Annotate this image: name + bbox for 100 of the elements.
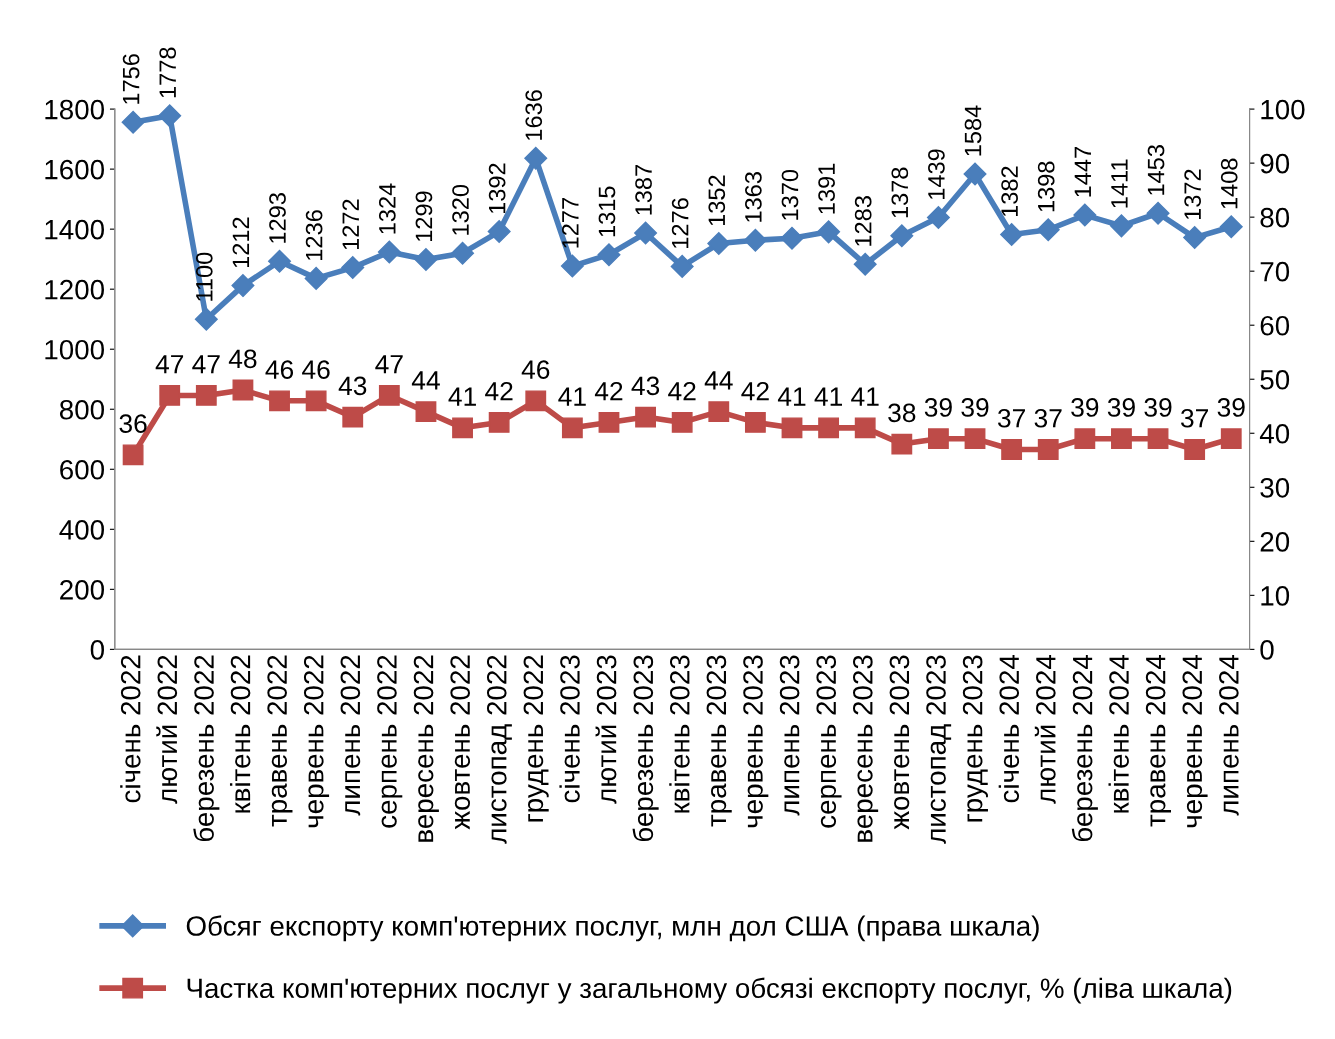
point	[305, 390, 327, 412]
data-label: 41	[558, 387, 586, 406]
point	[452, 417, 473, 439]
data-label: 1778	[159, 47, 177, 98]
y-tick-label: 1800	[45, 99, 105, 120]
y2-tick-label: 50	[1260, 369, 1290, 390]
point	[194, 307, 218, 331]
x-tick-label: жовтень 2022	[450, 655, 471, 830]
point	[1147, 428, 1169, 450]
legend-label: Обсяг експорту комп'ютерних послуг, млн дол США (права шкала)	[186, 915, 1039, 942]
data-label: 1272	[342, 199, 359, 250]
point	[928, 428, 949, 450]
point	[414, 247, 438, 271]
point	[1000, 223, 1024, 247]
point	[377, 240, 401, 264]
data-label: 1756	[122, 54, 140, 104]
data-label: 46	[265, 360, 294, 379]
data-label: 1293	[269, 193, 286, 243]
x-tick-label: травень 2022	[267, 655, 293, 827]
point	[926, 205, 950, 229]
data-label: 46	[521, 360, 550, 379]
x-tick-label: липень 2024	[1219, 655, 1239, 816]
point	[635, 406, 656, 428]
data-label: 1315	[598, 186, 616, 237]
data-label: 39	[924, 398, 952, 417]
point	[121, 110, 145, 134]
y2-tick-label: 40	[1259, 423, 1290, 444]
x-tick-label: листопад 2022	[486, 655, 512, 844]
point	[269, 390, 290, 412]
data-label: 1391	[818, 163, 835, 214]
x-tick-label: січень 2023	[559, 655, 580, 803]
point	[415, 401, 437, 423]
data-label: 1372	[1184, 169, 1201, 220]
data-label: 41	[777, 387, 806, 406]
point	[597, 243, 621, 267]
data-label: 1324	[378, 183, 396, 234]
point	[818, 417, 840, 439]
data-label: 1378	[891, 167, 909, 218]
point	[561, 417, 583, 439]
data-label: 1363	[745, 172, 762, 222]
y2-tick-label: 80	[1260, 207, 1290, 228]
y2-tick-label: 70	[1260, 261, 1290, 282]
point	[1220, 428, 1242, 450]
x-tick-label: серпень 2022	[377, 655, 403, 828]
data-label: 42	[594, 381, 623, 401]
data-label: 39	[1217, 398, 1245, 417]
x-tick-label: вересень 2023	[853, 655, 879, 842]
point	[524, 146, 548, 170]
data-label: 1236	[305, 210, 323, 260]
x-tick-label: червень 2024	[1182, 655, 1208, 828]
data-label: 46	[302, 360, 330, 379]
point	[268, 249, 292, 273]
x-tick-label: грудень 2022	[523, 655, 549, 822]
data-label: 1320	[452, 184, 469, 235]
point	[1037, 439, 1059, 460]
x-tick-label: лютий 2023	[595, 655, 617, 804]
data-label: 1439	[928, 149, 945, 199]
data-label: 1447	[1074, 147, 1091, 197]
y-tick-label: 200	[60, 580, 105, 600]
data-label: 44	[704, 371, 733, 390]
data-label: 38	[888, 403, 916, 423]
y-tick-label: 1600	[45, 159, 105, 180]
point	[1109, 214, 1133, 238]
point	[488, 412, 510, 433]
data-label: 1382	[1001, 166, 1018, 217]
point	[963, 162, 987, 186]
y-tick-label: 400	[59, 519, 105, 540]
point	[891, 433, 913, 455]
y2-tick-label: 90	[1260, 153, 1290, 174]
data-label: 41	[851, 387, 879, 406]
point	[781, 417, 803, 439]
data-label: 39	[1071, 398, 1099, 417]
data-label: 48	[228, 349, 257, 369]
point	[342, 406, 364, 428]
y-tick-label: 0	[90, 640, 104, 660]
data-label: 1352	[708, 175, 726, 226]
y-tick-label: 800	[59, 399, 105, 420]
data-label: 1299	[415, 191, 433, 242]
data-label: 1100	[195, 252, 213, 301]
y2-tick-label: 60	[1260, 315, 1290, 336]
data-label: 1453	[1147, 145, 1165, 195]
x-tick-label: листопад 2023	[926, 655, 952, 844]
y2-tick-label: 20	[1260, 531, 1290, 552]
data-label: 47	[155, 355, 184, 374]
data-label: 37	[1034, 408, 1062, 428]
point	[525, 390, 547, 412]
data-label: 39	[1107, 398, 1135, 417]
point	[304, 266, 328, 290]
point	[1074, 428, 1096, 450]
data-label: 39	[1144, 398, 1172, 417]
point	[195, 385, 217, 406]
point	[780, 226, 804, 250]
data-label: 43	[631, 376, 660, 396]
point	[1001, 439, 1023, 460]
y-tick-label: 600	[60, 459, 105, 480]
data-label: 1283	[854, 196, 872, 246]
data-label: 1584	[964, 105, 982, 156]
data-label: 44	[411, 371, 440, 390]
x-tick-label: липень 2023	[779, 655, 800, 816]
x-tick-label: травень 2024	[1145, 655, 1171, 827]
